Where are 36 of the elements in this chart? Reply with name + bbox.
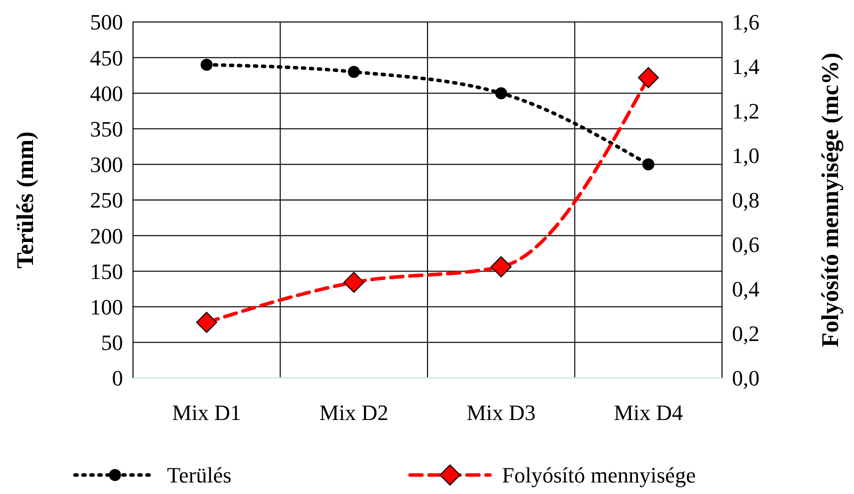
y-tick-label: 200: [90, 223, 123, 248]
x-tick-label: Mix D2: [319, 400, 388, 425]
x-tick-label: Mix D3: [466, 400, 536, 425]
y2-tick-label: 0,2: [732, 321, 760, 346]
y2-tick-label: 0,6: [732, 232, 760, 258]
y-tick-label: 400: [90, 80, 123, 106]
y-axis-title: Terülés (mm): [13, 131, 39, 269]
y-tick-label: 0: [112, 366, 123, 391]
legend-label: Terülés: [167, 462, 232, 488]
y-tick-label: 450: [90, 45, 123, 70]
y-tick-label: 300: [90, 152, 123, 178]
y2-axis-title: Folyósító mennyisége (mc%): [818, 52, 844, 348]
y2-tick-label: 0,0: [732, 366, 760, 391]
x-tick-label: Mix D1: [172, 400, 242, 425]
point: [495, 87, 508, 100]
point: [490, 256, 512, 278]
legend-label: Folyósító mennyisége: [502, 462, 696, 488]
point: [348, 66, 360, 78]
y2-tick-label: 1,6: [732, 10, 760, 35]
y-tick-label: 50: [101, 330, 123, 356]
x-tick-label: Mix D4: [614, 400, 683, 425]
point: [638, 67, 659, 88]
y2-tick-label: 0,4: [732, 276, 760, 302]
y-tick-label: 150: [90, 258, 123, 284]
y2-tick-label: 0,8: [732, 188, 760, 213]
point: [200, 58, 213, 71]
point: [196, 312, 218, 333]
y2-tick-label: 1,0: [732, 143, 760, 168]
y-tick-label: 350: [90, 116, 123, 142]
y-tick-label: 500: [90, 10, 123, 35]
y-tick-label: 250: [90, 188, 123, 213]
point: [343, 272, 364, 293]
point: [642, 158, 654, 170]
y2-tick-label: 1,2: [732, 98, 760, 124]
y2-tick-label: 1,4: [732, 54, 760, 80]
y-tick-label: 100: [90, 294, 123, 320]
